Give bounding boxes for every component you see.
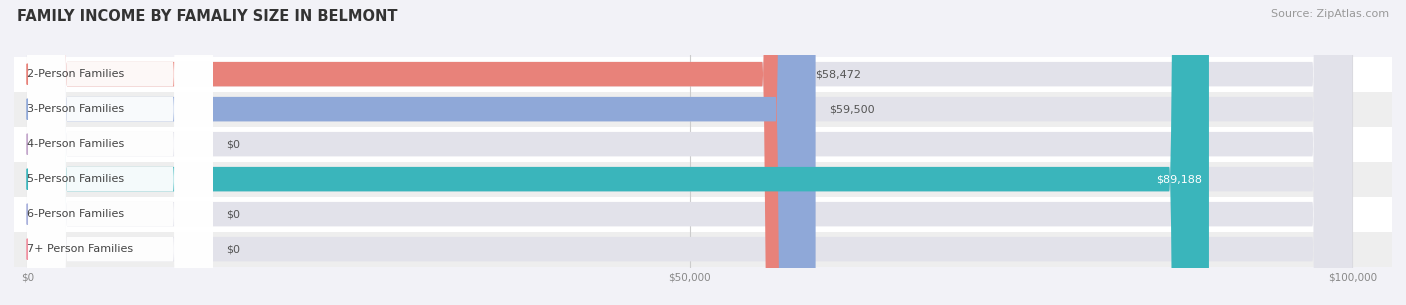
Text: FAMILY INCOME BY FAMALIY SIZE IN BELMONT: FAMILY INCOME BY FAMALIY SIZE IN BELMONT (17, 9, 398, 24)
Text: $89,188: $89,188 (1156, 174, 1202, 184)
FancyBboxPatch shape (1, 57, 1406, 92)
FancyBboxPatch shape (27, 0, 1353, 305)
Text: 7+ Person Families: 7+ Person Families (27, 244, 134, 254)
FancyBboxPatch shape (27, 0, 815, 305)
Text: $0: $0 (226, 244, 240, 254)
Text: $0: $0 (226, 139, 240, 149)
FancyBboxPatch shape (27, 0, 1353, 305)
FancyBboxPatch shape (27, 0, 212, 305)
Text: 6-Person Families: 6-Person Families (27, 209, 125, 219)
FancyBboxPatch shape (27, 0, 1353, 305)
Text: 3-Person Families: 3-Person Families (27, 104, 125, 114)
FancyBboxPatch shape (27, 0, 212, 305)
FancyBboxPatch shape (27, 0, 801, 305)
FancyBboxPatch shape (1, 197, 1406, 232)
FancyBboxPatch shape (27, 0, 212, 305)
FancyBboxPatch shape (27, 0, 212, 305)
FancyBboxPatch shape (27, 0, 212, 305)
Text: Source: ZipAtlas.com: Source: ZipAtlas.com (1271, 9, 1389, 19)
FancyBboxPatch shape (27, 0, 212, 305)
FancyBboxPatch shape (27, 0, 1209, 305)
Text: 5-Person Families: 5-Person Families (27, 174, 125, 184)
FancyBboxPatch shape (27, 0, 1353, 305)
FancyBboxPatch shape (27, 0, 1353, 305)
Text: $0: $0 (226, 209, 240, 219)
Text: 4-Person Families: 4-Person Families (27, 139, 125, 149)
Text: $59,500: $59,500 (830, 104, 875, 114)
Text: 2-Person Families: 2-Person Families (27, 69, 125, 79)
FancyBboxPatch shape (1, 232, 1406, 267)
Text: $58,472: $58,472 (815, 69, 862, 79)
FancyBboxPatch shape (1, 162, 1406, 197)
FancyBboxPatch shape (1, 127, 1406, 162)
FancyBboxPatch shape (27, 0, 1353, 305)
FancyBboxPatch shape (1, 92, 1406, 127)
